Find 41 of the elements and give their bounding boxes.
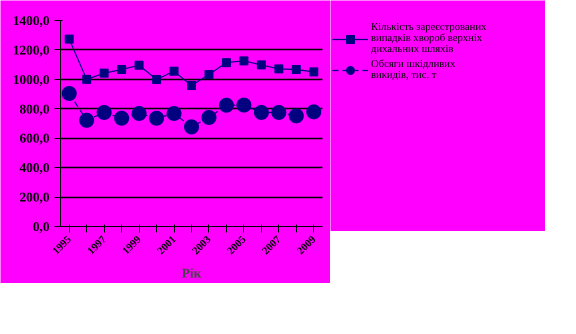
point [256,60,266,70]
point [166,106,182,121]
point [82,74,92,84]
y-tick-label: 1000,0 [12,72,50,87]
point [114,110,130,126]
point [152,75,162,84]
point [132,106,147,121]
point [222,58,231,68]
point [201,110,216,125]
point [184,119,199,134]
point [62,86,77,101]
point [96,104,112,120]
y-tick-label: 600,0 [20,130,50,146]
y-tick-label: 200,0 [20,190,50,205]
point [306,104,322,120]
x-axis-title: Рік [182,266,202,281]
point [239,56,248,66]
point [100,68,109,78]
point [271,104,286,120]
point [236,98,252,113]
y-tick-label: 1200,0 [12,42,50,58]
point [309,67,318,76]
point [218,98,234,113]
legend-label: Обсяги шкідливих викидів, тис. т [371,59,456,81]
y-tick-label: 800,0 [20,101,50,116]
legend-label: Кількість зареєстрованих випадків хвороб верхніх дихальних шляхів [371,22,486,55]
point [170,66,179,76]
point [288,108,304,124]
point [254,104,269,120]
point [134,60,144,70]
y-tick-label: 1400,0 [12,13,50,28]
y-tick-label: 0,0 [32,219,50,234]
point [274,64,284,74]
point [79,112,94,128]
point [149,110,164,126]
point [117,65,126,74]
point [204,70,214,79]
point [187,81,196,90]
point [64,34,74,44]
point [292,65,301,74]
y-tick-label: 400,0 [20,160,50,176]
